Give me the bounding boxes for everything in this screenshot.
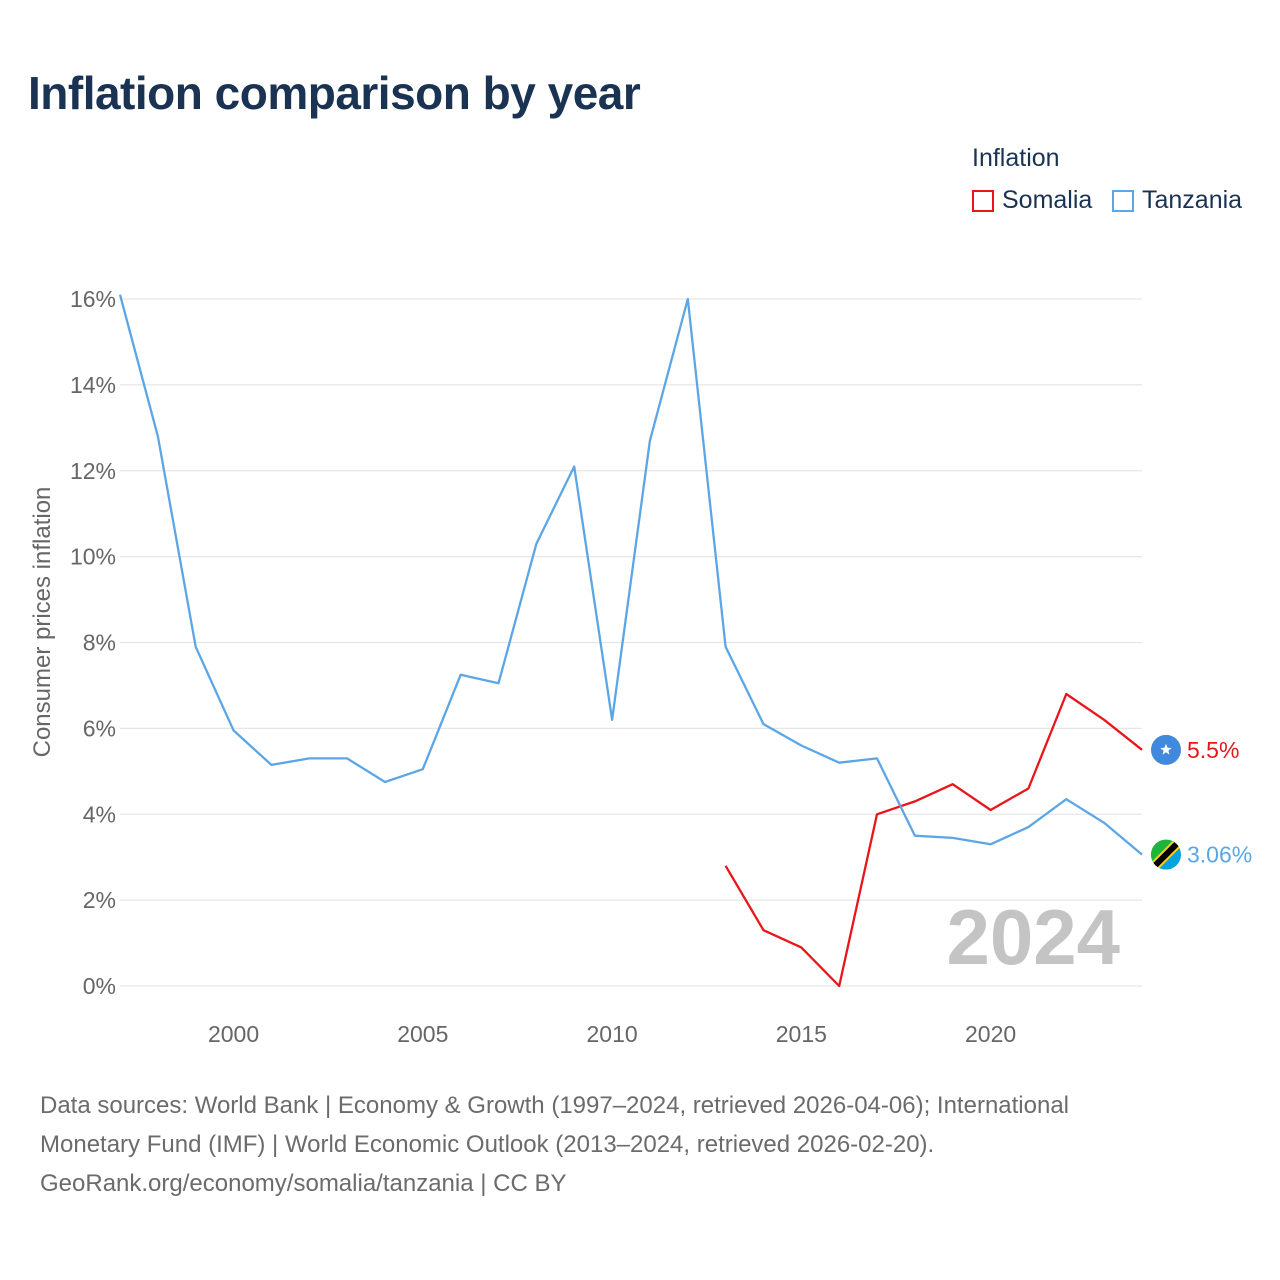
grid-lines — [120, 298, 1142, 987]
end-label-tanzania: 3.06% — [1187, 842, 1252, 868]
somalia-flag-icon — [1151, 734, 1181, 765]
data-point-somalia[interactable] — [797, 943, 805, 951]
data-point-tanzania[interactable] — [873, 754, 881, 762]
y-tick-label: 2% — [83, 887, 116, 913]
legend-swatch-somalia — [972, 189, 994, 212]
data-point-tanzania[interactable] — [835, 759, 843, 767]
legend-item-somalia[interactable]: Somalia — [972, 186, 1092, 215]
data-point-somalia[interactable] — [1138, 746, 1146, 754]
data-point-tanzania[interactable] — [1024, 823, 1032, 831]
y-tick-label: 10% — [70, 544, 116, 570]
data-point-tanzania[interactable] — [759, 720, 767, 728]
data-point-tanzania[interactable] — [192, 643, 200, 651]
data-point-tanzania[interactable] — [1062, 795, 1070, 803]
data-point-tanzania[interactable] — [116, 291, 124, 299]
data-point-somalia[interactable] — [987, 806, 995, 814]
data-point-somalia[interactable] — [911, 797, 919, 805]
data-point-tanzania[interactable] — [267, 761, 275, 769]
data-point-somalia[interactable] — [873, 810, 881, 818]
legend-label-somalia: Somalia — [1002, 186, 1093, 214]
data-point-tanzania[interactable] — [381, 778, 389, 786]
y-tick-label: 0% — [83, 973, 116, 999]
data-point-tanzania[interactable] — [230, 727, 238, 735]
data-point-tanzania[interactable] — [684, 295, 692, 303]
x-tick-label: 2005 — [397, 1021, 448, 1047]
chart-title: Inflation comparison by year — [28, 67, 641, 119]
data-point-tanzania[interactable] — [154, 432, 162, 440]
tanzania-flag-icon — [1151, 839, 1181, 870]
y-tick-label: 8% — [83, 630, 116, 656]
data-point-tanzania[interactable] — [305, 754, 313, 762]
x-tick-label: 2020 — [965, 1021, 1016, 1047]
data-point-somalia[interactable] — [835, 982, 843, 990]
data-point-tanzania[interactable] — [987, 840, 995, 848]
data-point-tanzania[interactable] — [1100, 819, 1108, 827]
sources-line-3[interactable]: GeoRank.org/economy/somalia/tanzania | C… — [40, 1170, 567, 1197]
y-tick-label: 4% — [83, 801, 116, 827]
data-point-somalia[interactable] — [1024, 784, 1032, 792]
data-series: 5.5% 3.06% — [116, 291, 1252, 990]
legend-item-tanzania[interactable]: Tanzania — [1112, 186, 1242, 215]
data-point-somalia[interactable] — [1062, 690, 1070, 698]
y-tick-label: 12% — [70, 458, 116, 484]
series-line-somalia[interactable] — [724, 692, 1143, 988]
data-point-somalia[interactable] — [722, 862, 730, 870]
data-point-tanzania[interactable] — [797, 742, 805, 750]
data-point-tanzania[interactable] — [343, 754, 351, 762]
end-label-somalia: 5.5% — [1187, 737, 1239, 763]
data-point-somalia[interactable] — [759, 926, 767, 934]
data-point-tanzania[interactable] — [532, 540, 540, 548]
series-line-tanzania[interactable] — [118, 294, 1143, 856]
data-point-tanzania[interactable] — [457, 671, 465, 679]
data-point-somalia[interactable] — [1100, 716, 1108, 724]
y-tick-label: 6% — [83, 715, 116, 741]
data-sources-note: Data sources: World Bank | Economy & Gro… — [40, 1086, 1240, 1203]
y-tick-label: 16% — [70, 286, 116, 312]
data-point-tanzania[interactable] — [1138, 851, 1146, 859]
data-point-tanzania[interactable] — [911, 832, 919, 840]
sources-line-1: Data sources: World Bank | Economy & Gro… — [40, 1092, 1070, 1119]
y-axis-label: Consumer prices inflation — [29, 487, 56, 758]
inflation-line-chart: 0%2%4%6%8%10%12%14%16% 2000 2005 2010 2015 2… — [29, 286, 1252, 1047]
legend-label-tanzania: Tanzania — [1142, 186, 1243, 214]
year-watermark: 2024 — [946, 893, 1120, 981]
data-point-somalia[interactable] — [949, 780, 957, 788]
x-axis-tick-labels: 2000 2005 2010 2015 2020 — [208, 1021, 1016, 1047]
data-point-tanzania[interactable] — [419, 765, 427, 773]
legend-swatch-tanzania — [1112, 189, 1134, 212]
y-tick-label: 14% — [70, 372, 116, 398]
data-point-tanzania[interactable] — [646, 437, 654, 445]
y-axis-tick-labels: 0% 2% 4% 6% 8% 10% 12% 14% 16% — [70, 286, 116, 999]
legend-title: Inflation — [972, 144, 1060, 172]
x-tick-label: 2010 — [586, 1021, 637, 1047]
end-markers — [1151, 734, 1181, 870]
data-point-tanzania[interactable] — [495, 679, 503, 687]
x-tick-label: 2000 — [208, 1021, 259, 1047]
data-point-tanzania[interactable] — [570, 462, 578, 470]
x-tick-label: 2015 — [776, 1021, 827, 1047]
data-point-tanzania[interactable] — [608, 716, 616, 724]
data-point-tanzania[interactable] — [949, 834, 957, 842]
data-point-tanzania[interactable] — [722, 643, 730, 651]
sources-line-2: Monetary Fund (IMF) | World Economic Out… — [40, 1131, 935, 1158]
